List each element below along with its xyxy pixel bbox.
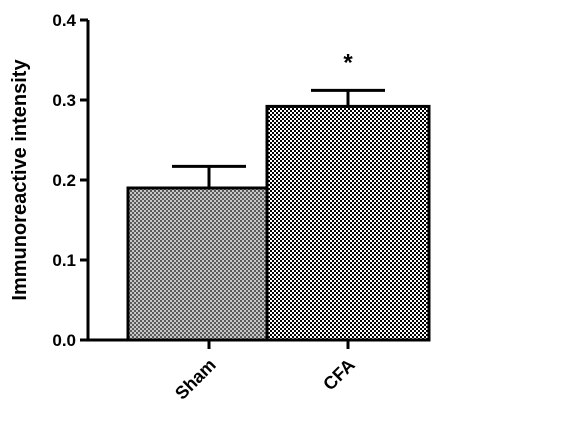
y-tick-label: 0.2 <box>52 171 76 190</box>
significance-marker: * <box>343 49 353 76</box>
y-tick-label: 0.4 <box>52 11 76 30</box>
x-axis: Sham CFA <box>87 338 405 404</box>
y-tick-label: 0.3 <box>52 91 76 110</box>
y-tick-label: 0.0 <box>52 331 76 350</box>
bar-cfa <box>265 104 431 342</box>
x-tick-label: Sham <box>171 355 220 404</box>
bar-sham <box>126 186 292 342</box>
x-tick-label: CFA <box>319 355 359 395</box>
y-tick-label: 0.1 <box>52 251 76 270</box>
bars-group: * <box>126 49 431 342</box>
y-axis-label: Immunoreactive intensity <box>9 59 31 301</box>
y-axis: 0.0 0.1 0.2 0.3 0.4 <box>52 11 90 350</box>
